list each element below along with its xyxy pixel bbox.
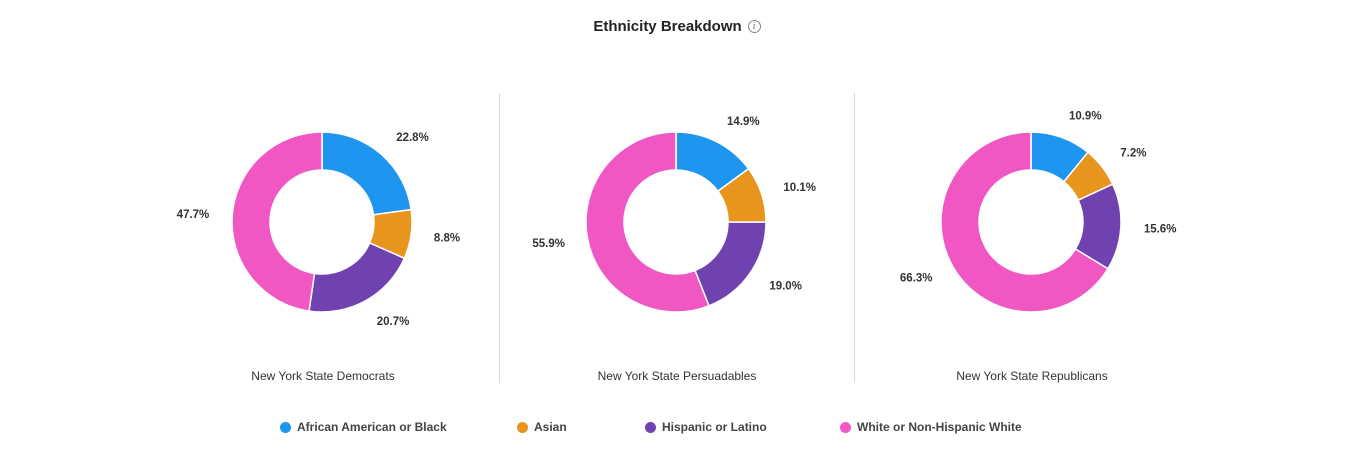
- slice-value-label: 20.7%: [377, 316, 410, 328]
- legend-item-hispanic[interactable]: Hispanic or Latino: [645, 420, 767, 434]
- slice-value-label: 10.9%: [1069, 111, 1102, 123]
- donut-slice-african-american[interactable]: [321, 131, 412, 216]
- slice-value-label: 47.7%: [177, 209, 210, 221]
- donut-label-democrats: New York State Democrats: [251, 369, 395, 383]
- chart-header: Ethnicity Breakdown i: [0, 18, 1354, 35]
- legend-label: African American or Black: [297, 420, 447, 434]
- slice-value-label: 8.8%: [434, 233, 460, 245]
- slice-value-label: 15.6%: [1144, 223, 1177, 235]
- donut-label-republicans: New York State Republicans: [956, 369, 1108, 383]
- legend-label: White or Non-Hispanic White: [857, 420, 1022, 434]
- slice-value-label: 66.3%: [900, 272, 933, 284]
- legend-label: Asian: [534, 420, 567, 434]
- legend-item-white[interactable]: White or Non-Hispanic White: [840, 420, 1022, 434]
- info-icon[interactable]: i: [747, 20, 761, 33]
- donut-slice-white[interactable]: [585, 131, 710, 313]
- panel-divider: [854, 93, 855, 383]
- donut-label-persuadables: New York State Persuadables: [597, 369, 757, 383]
- panel-divider: [499, 93, 500, 383]
- slice-value-label: 22.8%: [396, 132, 429, 144]
- donut-slice-hispanic[interactable]: [694, 221, 767, 307]
- slice-value-label: 55.9%: [532, 238, 565, 250]
- legend-item-african-american[interactable]: African American or Black: [280, 420, 447, 434]
- donut-slice-white[interactable]: [940, 131, 1109, 313]
- slice-value-label: 7.2%: [1120, 148, 1146, 160]
- donut-charts: 22.8% 8.8% 20.7% 47.7% 14.9% 10.1% 19.0% 55.9% 1…: [177, 111, 1177, 328]
- legend-item-asian[interactable]: Asian: [517, 420, 567, 434]
- slice-value-label: 14.9%: [727, 116, 760, 128]
- donut-slice-white[interactable]: [231, 131, 323, 312]
- donut-slice-hispanic[interactable]: [308, 241, 406, 313]
- legend-label: Hispanic or Latino: [662, 420, 767, 434]
- legend-dot-icon: [280, 421, 291, 433]
- legend-dot-icon: [645, 421, 656, 433]
- chart-legend: African American or Black Asian Hispanic…: [0, 420, 1354, 438]
- legend-dot-icon: [517, 421, 528, 433]
- chart-title: Ethnicity Breakdown: [593, 18, 742, 35]
- legend-dot-icon: [840, 421, 851, 433]
- slice-value-label: 19.0%: [769, 281, 802, 293]
- slice-value-label: 10.1%: [783, 182, 816, 194]
